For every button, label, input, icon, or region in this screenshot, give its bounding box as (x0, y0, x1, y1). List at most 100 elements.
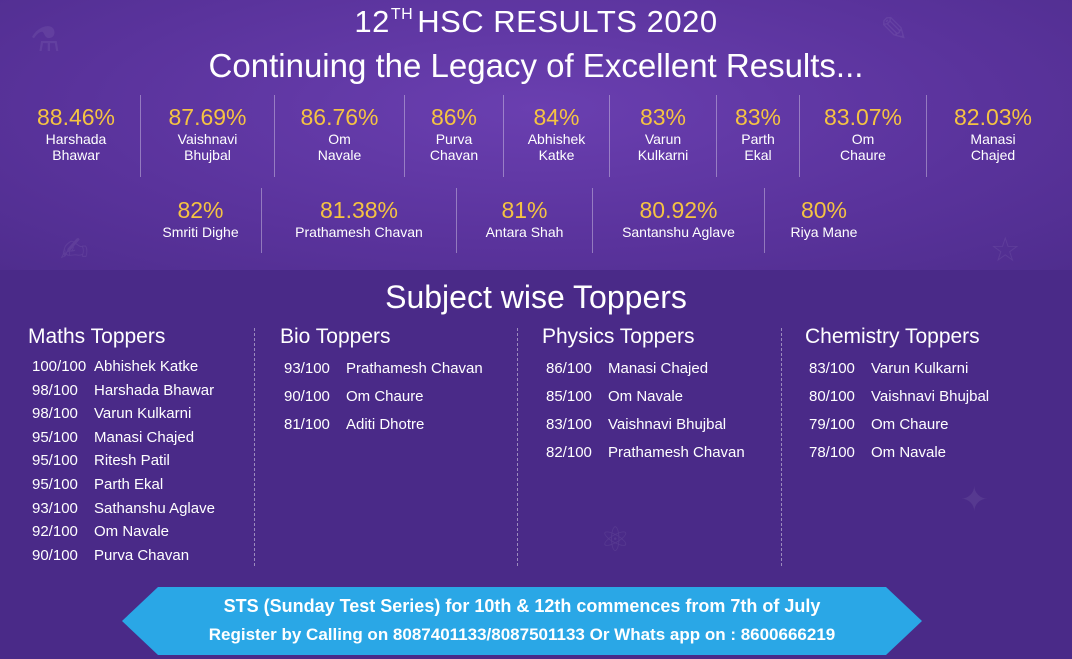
student-name: Sathanshu Aglave (94, 499, 215, 517)
topper-percent: 80.92% (639, 197, 718, 223)
student-name: Om Chaure (871, 416, 949, 433)
list-item: 78/100 Om Navale (805, 439, 989, 467)
list-item: 90/100 Purva Chavan (28, 544, 215, 568)
score: 86/100 (546, 360, 592, 377)
topper-last-name: Chajed (970, 147, 1016, 163)
list-item: 81/100 Aditi Dhotre (280, 411, 483, 439)
grade-number: 12 (354, 4, 390, 39)
topper-card: 80% Riya Mane (765, 188, 883, 253)
student-name: Varun Kulkarni (871, 360, 969, 377)
student-name: Prathamesh Chavan (608, 444, 745, 461)
student-name: Varun Kulkarni (94, 405, 192, 423)
topper-first-name: Purva (435, 131, 473, 147)
score: 83/100 (809, 360, 855, 377)
topper-name: Riya Mane (790, 224, 858, 240)
topper-percent: 80% (800, 197, 848, 223)
topper-card: 87.69% Vaishnavi Bhujbal (141, 95, 275, 177)
topper-percent: 88.46% (36, 104, 115, 130)
topper-percent: 82% (177, 197, 224, 223)
sts-announcement-banner (122, 587, 922, 655)
chemistry-toppers-column: Chemistry Toppers 83/100 Varun Kulkarni 8… (805, 325, 989, 467)
physics-toppers-title: Physics Toppers (542, 325, 695, 348)
score: 95/100 (32, 475, 78, 493)
chemistry-toppers-title: Chemistry Toppers (805, 325, 980, 348)
topper-first-name: Abhishek (527, 131, 586, 147)
topper-first-name: Harshada (45, 131, 107, 147)
toppers-row-1: 88.46% Harshada Bhawar 87.69% Vaishnavi … (12, 95, 1059, 177)
toppers-row-2: 82% Smriti Dighe 81.38% Prathamesh Chava… (140, 188, 883, 253)
score: 92/100 (32, 523, 78, 541)
score: 93/100 (284, 360, 330, 377)
score: 95/100 (32, 452, 78, 470)
topper-percent: 83% (639, 104, 687, 130)
book-doodle-icon: ✍ (60, 231, 89, 269)
topper-percent: 86.76% (300, 104, 379, 130)
list-item: 98/100 Harshada Bhawar (28, 379, 215, 403)
score: 82/100 (546, 444, 592, 461)
topper-last-name: Ekal (744, 147, 772, 163)
topper-first-name: Vaishnavi (177, 131, 238, 147)
list-item: 93/100 Sathanshu Aglave (28, 497, 215, 521)
score: 78/100 (809, 444, 855, 461)
topper-percent: 81.38% (319, 197, 398, 223)
topper-first-name: Om (851, 131, 875, 147)
maths-toppers-column: Maths Toppers 100/100 Abhishek Katke 98/1… (28, 325, 215, 567)
student-name: Ritesh Patil (94, 452, 170, 470)
bio-toppers-title: Bio Toppers (280, 325, 391, 348)
topper-last-name: Chaure (840, 147, 886, 163)
score: 90/100 (32, 546, 78, 564)
score: 79/100 (809, 416, 855, 433)
list-item: 95/100 Ritesh Patil (28, 449, 215, 473)
score: 90/100 (284, 388, 330, 405)
topper-last-name: Kulkarni (637, 147, 689, 163)
student-name: Om Chaure (346, 388, 424, 405)
student-name: Abhishek Katke (94, 358, 199, 375)
column-divider (781, 328, 782, 566)
column-divider (517, 328, 518, 566)
topper-card: 80.92% Santanshu Aglave (593, 188, 765, 253)
list-item: 86/100 Manasi Chajed (542, 355, 745, 383)
score: 100/100 (32, 358, 87, 375)
student-name: Prathamesh Chavan (346, 360, 483, 377)
topper-card: 81.38% Prathamesh Chavan (262, 188, 457, 253)
list-item: 95/100 Manasi Chajed (28, 426, 215, 450)
score: 98/100 (32, 381, 78, 399)
atom-doodle-icon: ⚛ (600, 521, 631, 559)
results-hero-background (0, 0, 1072, 270)
list-item: 83/100 Varun Kulkarni (805, 355, 989, 383)
score: 93/100 (32, 499, 78, 517)
list-item: 83/100 Vaishnavi Bhujbal (542, 411, 745, 439)
topper-percent: 83.07% (823, 104, 902, 130)
score: 85/100 (546, 388, 592, 405)
star-doodle-icon: ☆ (990, 231, 1021, 269)
page-title: 12TH HSC RESULTS 2020 (0, 4, 1072, 40)
registration-contact-text: Register by Calling on 8087401133/808750… (208, 625, 836, 644)
student-name: Purva Chavan (94, 546, 190, 564)
student-name: Om Navale (871, 444, 947, 461)
list-item: 93/100 Prathamesh Chavan (280, 355, 483, 383)
list-item: 90/100 Om Chaure (280, 383, 483, 411)
topper-name: Prathamesh Chavan (295, 224, 423, 240)
list-item: 100/100 Abhishek Katke (28, 355, 215, 379)
topper-percent: 81% (501, 197, 548, 223)
topper-card: 86.76% Om Navale (275, 95, 405, 177)
student-name: Parth Ekal (94, 475, 164, 493)
physics-toppers-column: Physics Toppers 86/100 Manasi Chajed 85/1… (542, 325, 745, 467)
topper-percent: 83% (734, 104, 782, 130)
student-name: Harshada Bhawar (94, 381, 215, 399)
pencil-doodle-icon: ✎ (880, 11, 909, 49)
student-name: Manasi Chajed (608, 360, 709, 377)
subject-toppers-heading: Subject wise Toppers (385, 279, 687, 315)
score: 83/100 (546, 416, 592, 433)
topper-card: 86% Purva Chavan (405, 95, 504, 177)
score: 98/100 (32, 405, 78, 423)
topper-first-name: Manasi (970, 131, 1016, 147)
student-name: Aditi Dhotre (346, 416, 425, 433)
topper-last-name: Bhawar (52, 147, 100, 163)
topper-last-name: Bhujbal (184, 147, 231, 163)
list-item: 82/100 Prathamesh Chavan (542, 439, 745, 467)
student-name: Manasi Chajed (94, 428, 195, 446)
topper-percent: 87.69% (168, 104, 247, 130)
list-item: 85/100 Om Navale (542, 383, 745, 411)
score: 80/100 (809, 388, 855, 405)
